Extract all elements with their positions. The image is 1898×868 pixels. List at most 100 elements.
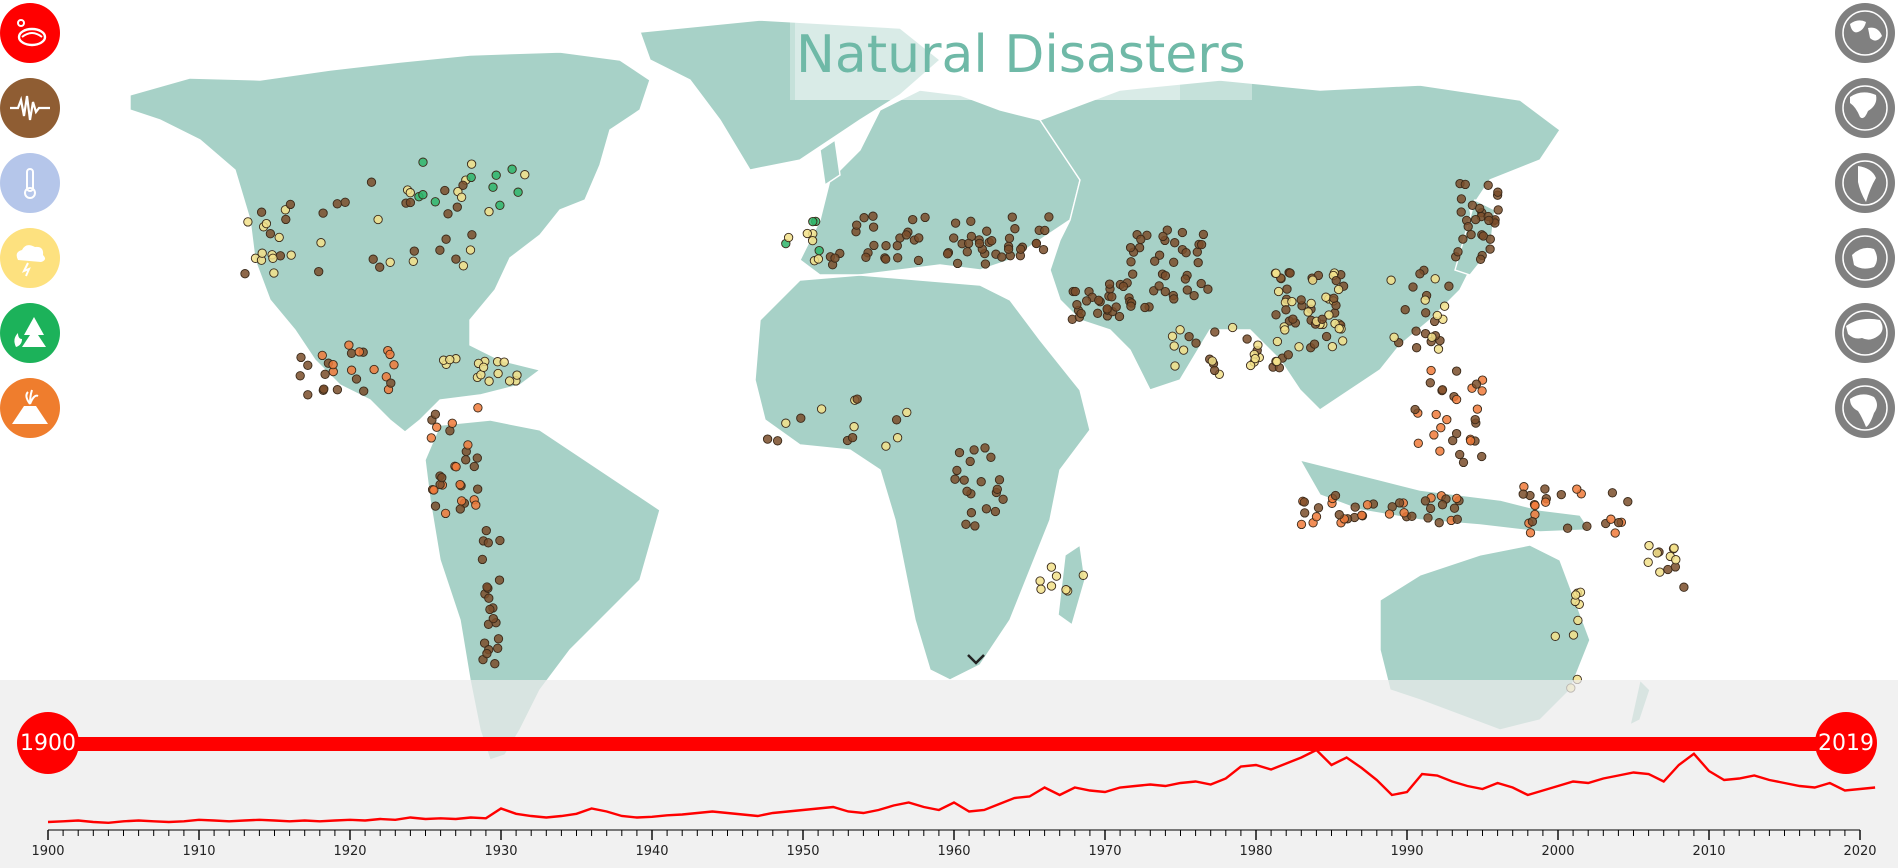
disaster-point[interactable] — [802, 228, 812, 239]
disaster-point[interactable] — [1679, 582, 1689, 592]
disaster-point[interactable] — [316, 238, 326, 248]
disaster-point[interactable] — [1466, 229, 1476, 240]
disaster-point[interactable] — [1432, 310, 1442, 321]
disaster-point[interactable] — [1170, 238, 1180, 248]
disaster-point[interactable] — [463, 440, 473, 450]
disaster-point[interactable] — [969, 445, 979, 455]
disaster-point[interactable] — [1456, 194, 1467, 204]
disaster-point[interactable] — [1338, 336, 1348, 346]
disaster-point[interactable] — [1362, 500, 1373, 510]
disaster-point[interactable] — [1046, 581, 1057, 591]
disaster-point[interactable] — [473, 484, 483, 494]
disaster-point[interactable] — [1449, 503, 1460, 513]
disaster-point[interactable] — [1118, 281, 1129, 292]
disaster-point[interactable] — [495, 535, 505, 546]
disaster-point[interactable] — [445, 354, 455, 365]
disaster-point[interactable] — [1655, 567, 1665, 577]
disaster-point[interactable] — [472, 453, 482, 463]
disaster-point[interactable] — [1430, 274, 1440, 284]
disaster-point[interactable] — [1044, 212, 1054, 222]
disaster-point[interactable] — [1463, 221, 1473, 232]
disaster-point[interactable] — [1452, 514, 1462, 524]
disaster-point[interactable] — [354, 347, 364, 357]
disaster-point[interactable] — [1607, 488, 1618, 498]
disaster-point[interactable] — [317, 350, 327, 361]
disaster-point[interactable] — [314, 266, 324, 277]
disaster-point[interactable] — [980, 259, 991, 269]
disaster-point[interactable] — [1451, 428, 1462, 439]
disaster-point[interactable] — [435, 245, 445, 255]
disaster-point[interactable] — [914, 233, 924, 243]
disaster-point[interactable] — [1400, 305, 1410, 315]
disaster-point[interactable] — [869, 240, 879, 251]
disaster-point[interactable] — [852, 394, 862, 404]
disaster-point[interactable] — [1180, 274, 1191, 284]
disaster-point[interactable] — [920, 212, 930, 223]
disaster-point[interactable] — [913, 255, 924, 266]
disaster-point[interactable] — [852, 220, 862, 230]
disaster-point[interactable] — [479, 638, 490, 648]
disaster-point[interactable] — [1444, 281, 1454, 291]
disaster-point[interactable] — [366, 177, 377, 187]
disaster-point[interactable] — [1309, 339, 1320, 349]
disaster-point[interactable] — [1313, 503, 1324, 513]
disaster-point[interactable] — [1556, 489, 1566, 500]
disaster-point[interactable] — [952, 258, 963, 269]
disaster-point[interactable] — [268, 253, 278, 263]
disaster-point[interactable] — [1652, 548, 1662, 558]
disaster-point[interactable] — [816, 404, 827, 414]
disaster-point[interactable] — [1460, 179, 1470, 190]
disaster-point[interactable] — [1475, 203, 1485, 214]
disaster-point[interactable] — [418, 157, 428, 167]
disaster-point[interactable] — [986, 452, 996, 462]
disaster-point[interactable] — [1484, 215, 1494, 226]
disaster-point[interactable] — [1207, 356, 1217, 366]
disaster-point[interactable] — [783, 232, 794, 243]
disaster-point[interactable] — [1272, 336, 1283, 347]
disaster-point[interactable] — [1613, 517, 1624, 528]
disaster-point[interactable] — [465, 245, 476, 255]
disaster-point[interactable] — [320, 369, 330, 379]
disaster-point[interactable] — [974, 238, 985, 249]
asia-view-button[interactable] — [1835, 303, 1895, 363]
disaster-point[interactable] — [796, 413, 806, 423]
disaster-point[interactable] — [962, 247, 972, 257]
disaster-point[interactable] — [1458, 457, 1469, 468]
disaster-point[interactable] — [1455, 449, 1465, 460]
timeline-end-handle[interactable]: 2019 — [1815, 712, 1877, 774]
disaster-point[interactable] — [452, 202, 462, 212]
disaster-point[interactable] — [1306, 298, 1316, 309]
disaster-point[interactable] — [1167, 331, 1178, 341]
disaster-point[interactable] — [959, 475, 969, 485]
disaster-point[interactable] — [1429, 430, 1439, 440]
disaster-point[interactable] — [385, 257, 395, 267]
disaster-point[interactable] — [1327, 341, 1338, 352]
disaster-point[interactable] — [1426, 365, 1436, 376]
disaster-point[interactable] — [1308, 275, 1318, 285]
disaster-point[interactable] — [340, 197, 350, 207]
disaster-point[interactable] — [892, 433, 903, 443]
disaster-point[interactable] — [1178, 345, 1189, 355]
timeline-start-handle[interactable]: 1900 — [17, 712, 79, 774]
volcano-filter-button[interactable] — [0, 378, 60, 438]
disaster-point[interactable] — [1093, 308, 1103, 318]
disaster-point[interactable] — [1299, 497, 1309, 507]
disaster-point[interactable] — [1154, 281, 1164, 291]
disaster-point[interactable] — [901, 230, 912, 240]
disaster-point[interactable] — [482, 648, 492, 659]
disaster-point[interactable] — [1421, 308, 1431, 318]
disaster-point[interactable] — [1154, 250, 1165, 260]
disaster-point[interactable] — [1525, 528, 1536, 538]
disaster-point[interactable] — [1452, 493, 1462, 504]
disaster-point[interactable] — [1253, 340, 1263, 350]
disaster-point[interactable] — [1321, 331, 1332, 342]
disaster-point[interactable] — [346, 365, 357, 375]
disaster-point[interactable] — [1644, 540, 1654, 551]
disaster-point[interactable] — [1182, 285, 1192, 295]
disaster-point[interactable] — [1196, 278, 1206, 289]
disaster-point[interactable] — [1296, 519, 1307, 530]
disaster-point[interactable] — [992, 484, 1002, 494]
disaster-point[interactable] — [868, 222, 879, 232]
chevron-down-icon[interactable] — [965, 648, 987, 670]
all-disasters-button[interactable] — [0, 3, 60, 63]
